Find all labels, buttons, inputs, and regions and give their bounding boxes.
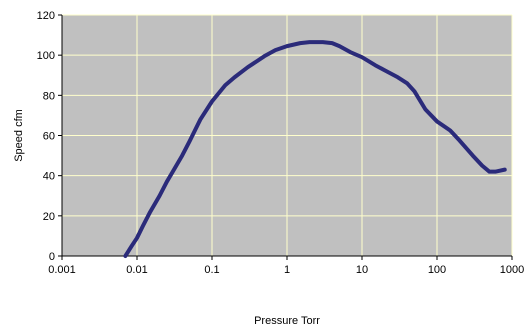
y-tick-label: 40 (43, 171, 55, 183)
x-tick-label: 0.1 (204, 264, 219, 276)
x-tick-label: 100 (428, 264, 446, 276)
y-axis-title: Speed cfm (13, 109, 25, 162)
y-tick-label: 80 (43, 90, 55, 102)
y-tick-label: 120 (37, 10, 55, 22)
x-tick-label: 0.001 (48, 264, 76, 276)
y-tick-label: 60 (43, 131, 55, 143)
y-tick-label: 0 (49, 251, 55, 263)
y-tick-label: 100 (37, 50, 55, 62)
x-tick-label: 0.01 (126, 264, 147, 276)
y-tick-labels: 0 20 40 60 80 100 120 (37, 10, 55, 263)
x-axis-title: Pressure Torr (254, 315, 320, 327)
axes (58, 14, 513, 260)
x-tick-label: 1000 (500, 264, 524, 276)
x-tick-label: 1 (284, 264, 290, 276)
x-tick-label: 10 (356, 264, 368, 276)
y-tick-label: 20 (43, 211, 55, 223)
x-tick-labels: 0.001 0.01 0.1 1 10 100 1000 (48, 264, 524, 276)
series-line-speed (123, 40, 507, 258)
